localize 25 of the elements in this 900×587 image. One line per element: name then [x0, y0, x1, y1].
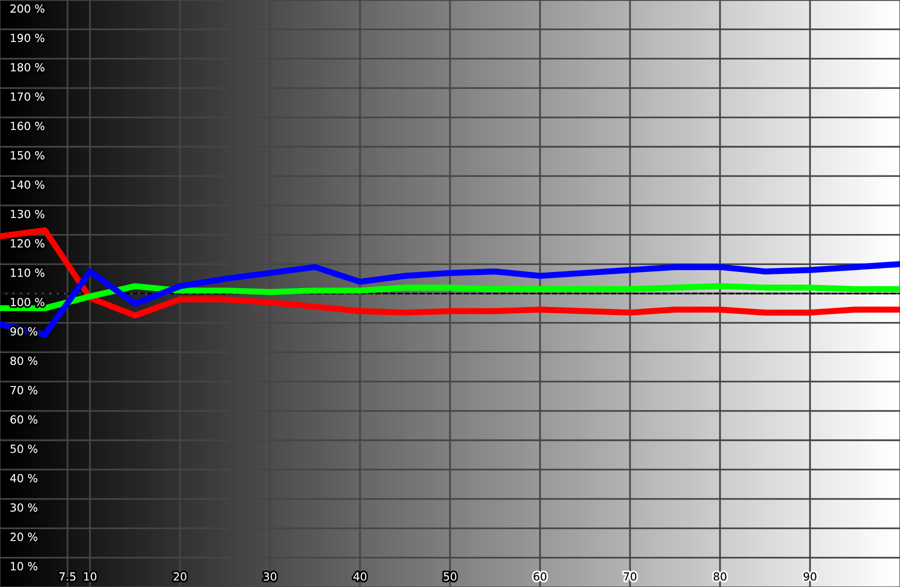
- y-tick-label: 190 %: [10, 34, 44, 42]
- x-tick-label: 10: [84, 572, 96, 581]
- y-tick-label: 30 %: [10, 503, 38, 512]
- y-tick-label: 170 %: [10, 92, 44, 101]
- x-tick-label: 20: [174, 572, 186, 581]
- y-tick-label: 60 %: [10, 415, 38, 424]
- y-tick-label: 160 %: [10, 122, 44, 130]
- y-tick-label: 100 %: [10, 298, 44, 306]
- y-tick-label: 20 %: [10, 532, 38, 542]
- y-tick-label: 150 %: [10, 151, 44, 160]
- y-tick-label: 50 %: [10, 444, 38, 454]
- y-tick-label: 10 %: [10, 562, 38, 570]
- y-tick-label: 110 %: [10, 268, 44, 277]
- y-tick-label: 180 %: [10, 63, 44, 72]
- y-tick-label: 80 %: [10, 356, 38, 365]
- y-tick-label: 120 %: [10, 239, 44, 248]
- x-tick-label: 30: [264, 572, 276, 581]
- x-tick-label: 50: [444, 572, 456, 581]
- y-tick-label: 140 %: [10, 180, 44, 189]
- y-tick-label: 200 %: [10, 4, 44, 13]
- x-tick-label: 7.5: [60, 572, 76, 581]
- y-tick-label: 130 %: [10, 210, 44, 218]
- y-tick-label: 70 %: [10, 386, 38, 394]
- x-tick-label: 40: [353, 572, 366, 581]
- y-tick-label: 40 %: [10, 474, 38, 482]
